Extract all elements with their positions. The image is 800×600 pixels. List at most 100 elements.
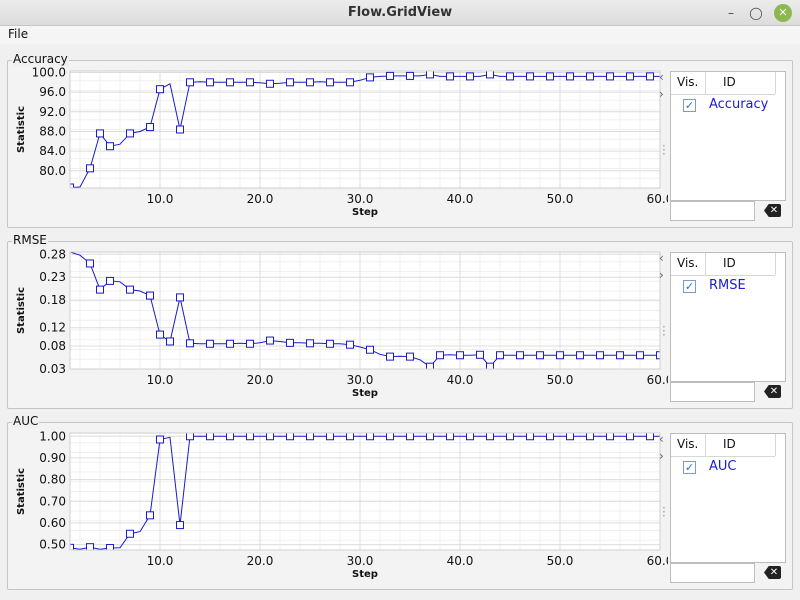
filter-input[interactable] [670,201,755,221]
data-point[interactable] [426,71,434,79]
data-point[interactable] [496,351,504,360]
data-point[interactable] [286,338,294,347]
series-id[interactable]: AUC [709,459,737,474]
data-point[interactable] [586,433,594,441]
data-point[interactable] [246,433,254,441]
chevron-right-icon[interactable]: › [659,449,664,463]
auc-chart[interactable]: 0.50 0.60 0.70 0.80 0.90 1.00 10.0 20.0 30.0 40.0… [8,423,668,591]
data-point[interactable] [86,164,94,173]
accuracy-chart[interactable]: 80.0 84.0 88.0 92.0 96.0 100.0 10.0 20.0 30.0 40.… [8,61,668,229]
data-point[interactable] [326,433,334,441]
data-point[interactable] [646,433,654,441]
data-point[interactable] [106,142,114,151]
data-point[interactable] [326,339,334,348]
data-point[interactable] [126,285,134,294]
data-point[interactable] [156,85,164,94]
data-point[interactable] [626,72,634,81]
clear-filter-icon[interactable]: ✕ [764,204,781,217]
data-point[interactable] [516,351,524,360]
visibility-checkbox[interactable]: ✓ [683,99,696,112]
data-point[interactable] [586,72,594,81]
data-point[interactable] [486,433,494,441]
data-point[interactable] [86,543,94,551]
data-point[interactable] [526,433,534,441]
splitter-handle[interactable]: · · · [662,320,666,342]
data-point[interactable] [126,529,134,538]
data-point[interactable] [386,71,394,80]
data-point[interactable] [366,73,374,82]
data-point[interactable] [426,433,434,441]
data-point[interactable] [466,433,474,441]
data-point[interactable] [146,123,154,132]
data-point[interactable] [486,71,494,79]
clear-filter-icon[interactable]: ✕ [764,385,781,398]
data-point[interactable] [456,351,464,360]
visibility-checkbox[interactable]: ✓ [683,461,696,474]
data-point[interactable] [206,339,214,348]
data-point[interactable] [536,351,544,360]
data-point[interactable] [226,78,234,87]
data-point[interactable] [67,543,74,551]
data-point[interactable] [226,433,234,441]
data-point[interactable] [546,433,554,441]
data-point[interactable] [266,433,274,441]
data-point[interactable] [386,433,394,441]
data-point[interactable] [306,433,314,441]
data-point[interactable] [596,351,604,360]
data-point[interactable] [326,78,334,87]
data-point[interactable] [286,433,294,441]
data-point[interactable] [186,433,194,441]
data-point[interactable] [466,72,474,81]
data-point[interactable] [366,345,374,354]
data-point[interactable] [106,276,114,285]
data-point[interactable] [546,72,554,81]
data-point[interactable] [506,433,514,441]
data-point[interactable] [156,435,164,444]
data-point[interactable] [476,350,484,359]
data-point[interactable] [176,521,184,530]
data-point[interactable] [186,78,194,87]
data-point[interactable] [566,433,574,441]
data-point[interactable] [146,511,154,520]
minimize-icon[interactable]: – [728,6,734,20]
close-icon[interactable]: ✕ [774,4,792,22]
data-point[interactable] [226,339,234,348]
data-point[interactable] [346,433,354,441]
data-point[interactable] [606,72,614,81]
data-point[interactable] [366,433,374,441]
data-point[interactable] [306,339,314,348]
data-point[interactable] [96,285,104,294]
data-point[interactable] [436,351,444,360]
data-point[interactable] [266,79,274,88]
data-point[interactable] [206,78,214,87]
data-point[interactable] [126,129,134,138]
chevron-right-icon[interactable]: › [659,87,664,101]
data-point[interactable] [526,72,534,81]
data-point[interactable] [176,293,184,302]
data-point[interactable] [446,433,454,441]
data-point[interactable] [96,129,104,138]
chevron-left-icon[interactable]: ‹ [659,251,664,265]
series-id[interactable]: Accuracy [709,97,769,112]
data-point[interactable] [186,339,194,348]
data-point[interactable] [156,330,164,339]
rmse-chart[interactable]: 0.03 0.08 0.12 0.18 0.23 0.28 10.0 20.0 30.0 40.0… [8,242,668,410]
visibility-checkbox[interactable]: ✓ [683,280,696,293]
data-point[interactable] [646,72,654,81]
data-point[interactable] [286,78,294,87]
menu-file[interactable]: File [8,27,29,41]
chevron-right-icon[interactable]: › [659,268,664,282]
data-point[interactable] [626,433,634,441]
data-point[interactable] [266,336,274,345]
data-point[interactable] [556,351,564,360]
data-point[interactable] [576,351,584,360]
series-id[interactable]: RMSE [709,278,746,293]
data-point[interactable] [206,433,214,441]
chevron-left-icon[interactable]: ‹ [659,70,664,84]
data-point[interactable] [346,78,354,87]
data-point[interactable] [506,72,514,81]
splitter-handle[interactable]: · · · [662,139,666,161]
filter-input[interactable] [670,563,755,583]
data-point[interactable] [616,351,624,360]
maximize-icon[interactable]: ◯ [749,6,763,20]
